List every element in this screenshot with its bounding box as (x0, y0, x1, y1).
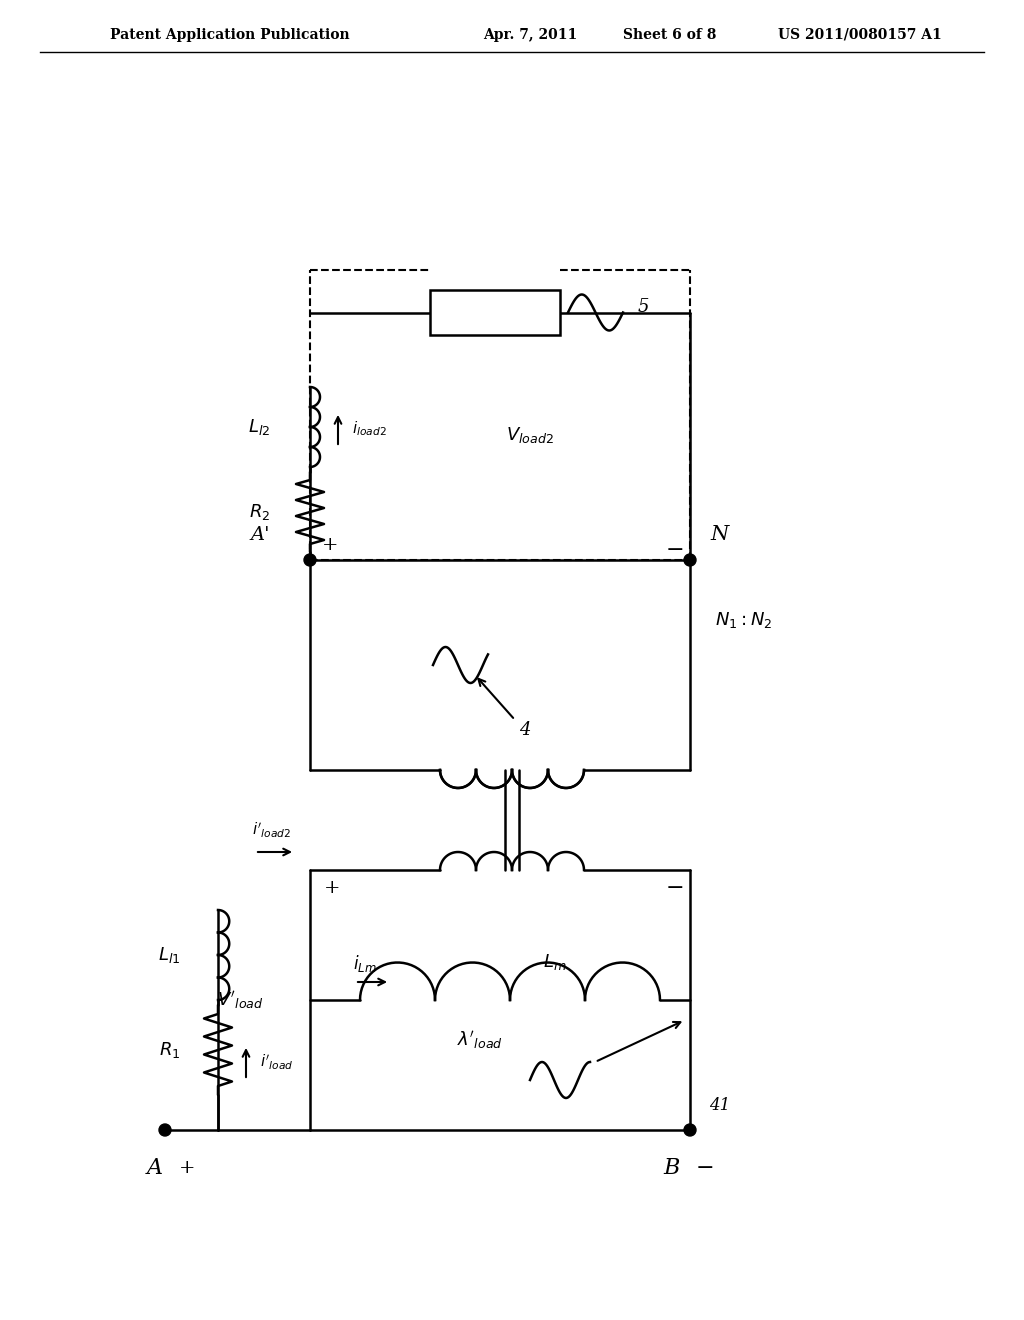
Text: $L_m$: $L_m$ (544, 952, 566, 972)
Text: Sheet 6 of 8: Sheet 6 of 8 (624, 28, 717, 42)
Text: $L_{l2}$: $L_{l2}$ (248, 417, 270, 437)
Text: $R_1$: $R_1$ (159, 1040, 180, 1060)
Circle shape (684, 1125, 696, 1137)
Circle shape (684, 554, 696, 566)
Text: +: + (324, 879, 340, 898)
Circle shape (159, 1125, 171, 1137)
Text: $L_{l1}$: $L_{l1}$ (158, 945, 180, 965)
Text: $R_2$: $R_2$ (249, 502, 270, 521)
Text: A': A' (251, 525, 270, 544)
Text: $i'_{load2}$: $i'_{load2}$ (252, 820, 292, 840)
Text: $N_1:N_2$: $N_1:N_2$ (715, 610, 772, 630)
Text: +: + (322, 536, 338, 554)
Text: −: − (666, 539, 684, 561)
Text: Apr. 7, 2011: Apr. 7, 2011 (483, 28, 578, 42)
Text: $V'_{load}$: $V'_{load}$ (217, 989, 263, 1011)
Text: −: − (666, 876, 684, 899)
Text: B: B (664, 1158, 680, 1179)
Text: $i_{load2}$: $i_{load2}$ (352, 420, 387, 438)
Bar (430, 290, 560, 335)
Text: $i'_{load}$: $i'_{load}$ (260, 1052, 294, 1072)
Text: $i_{Lm}$: $i_{Lm}$ (353, 953, 377, 974)
Text: 41: 41 (710, 1097, 731, 1114)
Text: −: − (695, 1158, 715, 1179)
Text: A: A (146, 1158, 163, 1179)
Text: 4: 4 (519, 721, 530, 739)
Text: 5: 5 (637, 298, 649, 317)
Text: +: + (179, 1159, 196, 1177)
Text: Patent Application Publication: Patent Application Publication (111, 28, 350, 42)
Text: $V_{load2}$: $V_{load2}$ (506, 425, 554, 445)
Circle shape (304, 554, 316, 566)
Text: US 2011/0080157 A1: US 2011/0080157 A1 (778, 28, 942, 42)
Text: N: N (710, 525, 728, 544)
Text: $\lambda'_{load}$: $\lambda'_{load}$ (457, 1030, 503, 1051)
